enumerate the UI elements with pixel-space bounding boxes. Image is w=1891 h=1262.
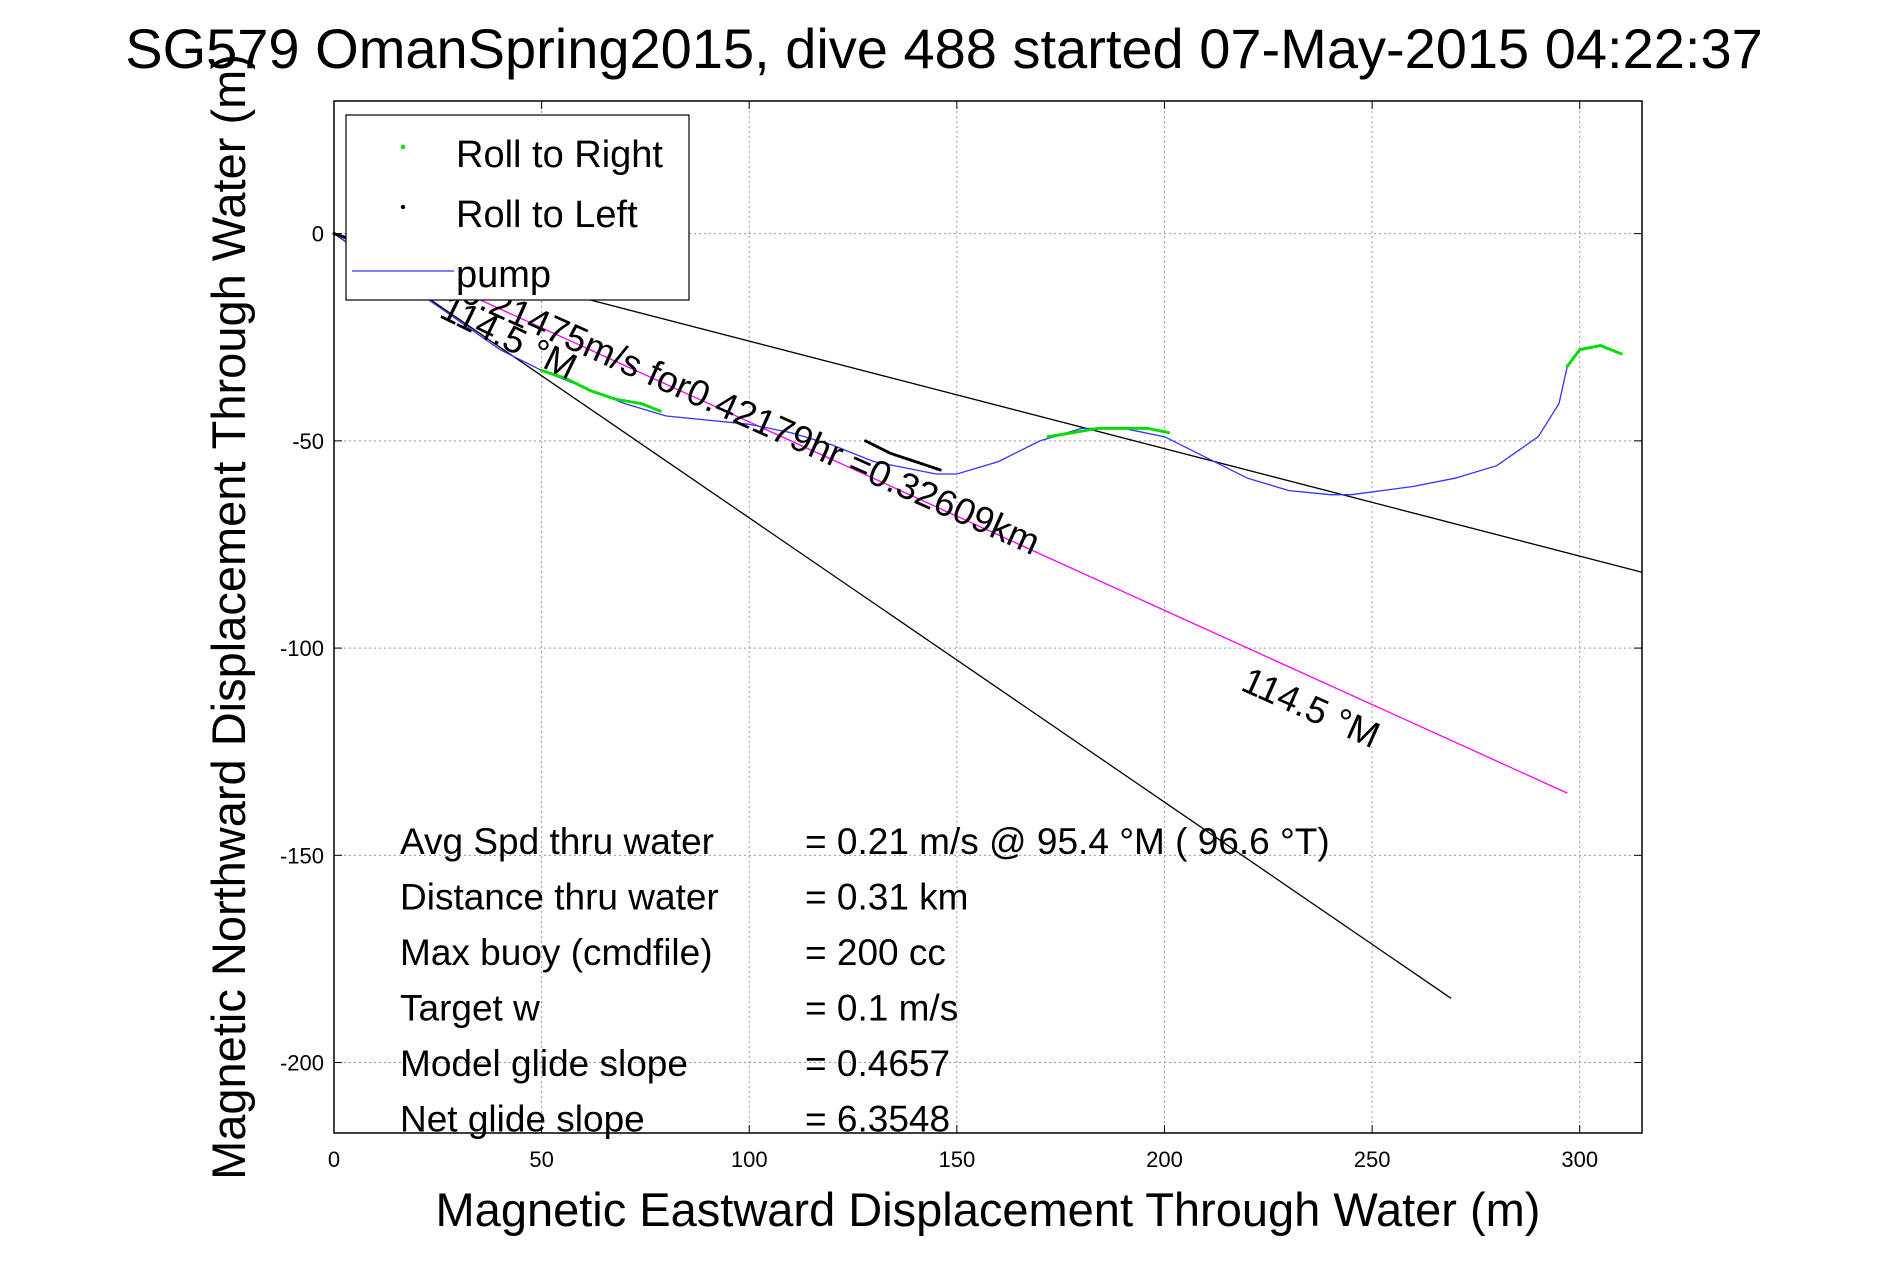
x-tick-label: 300 xyxy=(1561,1147,1598,1172)
y-tick-label: -100 xyxy=(280,636,324,661)
x-tick-label: 200 xyxy=(1146,1147,1183,1172)
legend-marker xyxy=(400,204,406,210)
stat-label: Avg Spd thru water xyxy=(400,821,714,862)
series-roll-to-right-segment xyxy=(1565,343,1623,368)
dive-statistics: Avg Spd thru water = 0.21 m/s @ 95.4 °M (… xyxy=(400,821,1330,1140)
x-tick-label: 50 xyxy=(529,1147,553,1172)
x-tick-label: 0 xyxy=(328,1147,340,1172)
series-line-3 xyxy=(333,233,1568,794)
y-tick-label: -50 xyxy=(292,429,324,454)
line-annotation: 114.5 °M xyxy=(1236,659,1386,756)
legend-entry-label: Roll to Right xyxy=(456,134,663,176)
stat-label: Model glide slope xyxy=(400,1043,688,1084)
stat-value: = 0.31 km xyxy=(805,877,969,918)
stat-value: = 6.3548 xyxy=(805,1099,950,1140)
y-tick-label: 0 xyxy=(312,222,324,247)
stat-label: Distance thru water xyxy=(400,877,719,918)
series-roll-to-left-segment xyxy=(864,439,942,472)
stat-label: Max buoy (cmdfile) xyxy=(400,932,713,973)
axis-ticks: 0 50 100 150 200 250 300 -200 -150 -100 -50 0 xyxy=(280,101,1642,1172)
stat-value: = 0.4657 xyxy=(805,1043,950,1084)
legend-marker xyxy=(400,144,406,150)
x-tick-label: 100 xyxy=(731,1147,768,1172)
x-tick-label: 150 xyxy=(938,1147,975,1172)
axes-frame xyxy=(333,100,1643,1134)
y-axis-label: Magnetic Northward Displacement Through … xyxy=(202,54,255,1180)
y-tick-label: -200 xyxy=(280,1051,324,1076)
legend-entry-label: Roll to Left xyxy=(456,194,638,236)
legend-entry-label: pump xyxy=(456,254,551,296)
stat-label: Target w xyxy=(400,988,540,1029)
line-annotations: 114.5 °M0.21475m/s for0.42179hr =0.32609… xyxy=(434,270,1385,756)
y-tick-label: -150 xyxy=(280,843,324,868)
stat-value: = 0.21 m/s @ 95.4 °M ( 96.6 °T) xyxy=(805,821,1330,862)
stat-label: Net glide slope xyxy=(400,1099,645,1140)
x-tick-label: 250 xyxy=(1354,1147,1391,1172)
stat-value: = 200 cc xyxy=(805,932,946,973)
legend: Roll to Right Roll to Left pump xyxy=(345,114,690,301)
stat-value: = 0.1 m/s xyxy=(805,988,958,1029)
series-roll-to-right-segment xyxy=(540,368,664,414)
x-axis-label: Magnetic Eastward Displacement Through W… xyxy=(436,1183,1541,1236)
series-line-5 xyxy=(333,233,1452,999)
chart-title: SG579 OmanSpring2015, dive 488 started 0… xyxy=(125,17,1763,80)
series-roll-to-right-segment xyxy=(1046,426,1171,439)
